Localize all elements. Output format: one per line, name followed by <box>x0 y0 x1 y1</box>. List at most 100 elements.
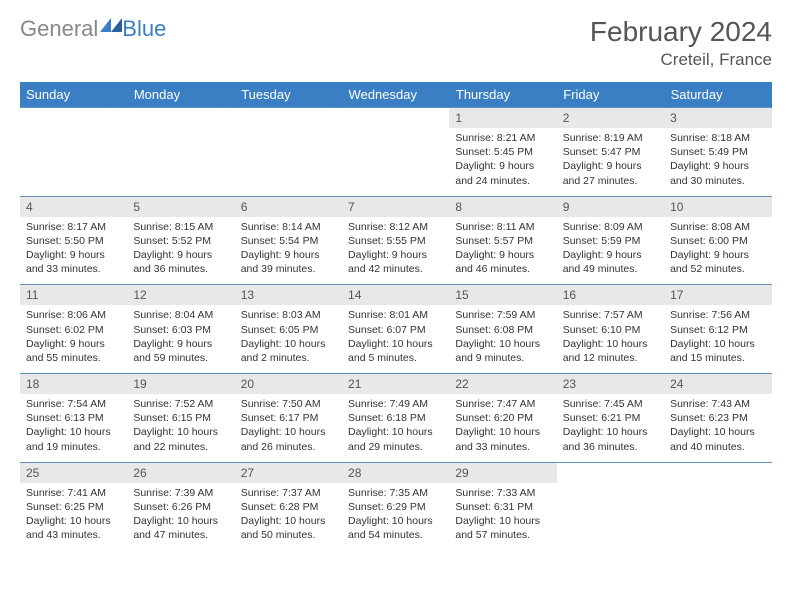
day-number: 26 <box>127 463 234 483</box>
sunset-line: Sunset: 6:15 PM <box>133 411 228 425</box>
daylight-line: Daylight: 9 hours and 49 minutes. <box>563 248 658 276</box>
sunrise-line: Sunrise: 7:33 AM <box>455 486 550 500</box>
day-details: Sunrise: 8:15 AMSunset: 5:52 PMDaylight:… <box>127 217 234 285</box>
sunrise-line: Sunrise: 7:43 AM <box>670 397 765 411</box>
day-details: Sunrise: 7:45 AMSunset: 6:21 PMDaylight:… <box>557 394 664 462</box>
day-details: Sunrise: 8:17 AMSunset: 5:50 PMDaylight:… <box>20 217 127 285</box>
sunrise-line: Sunrise: 8:17 AM <box>26 220 121 234</box>
daylight-line: Daylight: 10 hours and 15 minutes. <box>670 337 765 365</box>
day-number: 23 <box>557 374 664 394</box>
day-number: 4 <box>20 197 127 217</box>
sunset-line: Sunset: 5:52 PM <box>133 234 228 248</box>
calendar-day-cell: 15Sunrise: 7:59 AMSunset: 6:08 PMDayligh… <box>449 285 556 374</box>
sunset-line: Sunset: 6:31 PM <box>455 500 550 514</box>
calendar-day-cell: 1Sunrise: 8:21 AMSunset: 5:45 PMDaylight… <box>449 108 556 197</box>
sunset-line: Sunset: 5:54 PM <box>241 234 336 248</box>
sunset-line: Sunset: 6:18 PM <box>348 411 443 425</box>
daylight-line: Daylight: 9 hours and 36 minutes. <box>133 248 228 276</box>
weekday-header-row: SundayMondayTuesdayWednesdayThursdayFrid… <box>20 82 772 108</box>
calendar-day-cell: 6Sunrise: 8:14 AMSunset: 5:54 PMDaylight… <box>235 196 342 285</box>
day-number: 12 <box>127 285 234 305</box>
calendar-body: 1Sunrise: 8:21 AMSunset: 5:45 PMDaylight… <box>20 108 772 551</box>
calendar-day-cell: 9Sunrise: 8:09 AMSunset: 5:59 PMDaylight… <box>557 196 664 285</box>
sunrise-line: Sunrise: 7:37 AM <box>241 486 336 500</box>
day-number: 28 <box>342 463 449 483</box>
sunset-line: Sunset: 6:29 PM <box>348 500 443 514</box>
sunset-line: Sunset: 6:10 PM <box>563 323 658 337</box>
daylight-line: Daylight: 9 hours and 52 minutes. <box>670 248 765 276</box>
calendar-day-cell: 29Sunrise: 7:33 AMSunset: 6:31 PMDayligh… <box>449 462 556 550</box>
day-details: Sunrise: 7:39 AMSunset: 6:26 PMDaylight:… <box>127 483 234 551</box>
logo-text-general: General <box>20 16 98 42</box>
daylight-line: Daylight: 10 hours and 2 minutes. <box>241 337 336 365</box>
weekday-header: Monday <box>127 82 234 108</box>
calendar-day-cell: 18Sunrise: 7:54 AMSunset: 6:13 PMDayligh… <box>20 374 127 463</box>
day-details: Sunrise: 8:04 AMSunset: 6:03 PMDaylight:… <box>127 305 234 373</box>
calendar-empty-cell <box>342 108 449 197</box>
sunrise-line: Sunrise: 7:59 AM <box>455 308 550 322</box>
day-details: Sunrise: 8:12 AMSunset: 5:55 PMDaylight:… <box>342 217 449 285</box>
location: Creteil, France <box>590 50 772 70</box>
day-details: Sunrise: 8:08 AMSunset: 6:00 PMDaylight:… <box>664 217 771 285</box>
daylight-line: Daylight: 9 hours and 46 minutes. <box>455 248 550 276</box>
day-details: Sunrise: 7:43 AMSunset: 6:23 PMDaylight:… <box>664 394 771 462</box>
calendar-table: SundayMondayTuesdayWednesdayThursdayFrid… <box>20 82 772 550</box>
day-details: Sunrise: 8:06 AMSunset: 6:02 PMDaylight:… <box>20 305 127 373</box>
sunset-line: Sunset: 6:00 PM <box>670 234 765 248</box>
weekday-header: Tuesday <box>235 82 342 108</box>
sunset-line: Sunset: 6:12 PM <box>670 323 765 337</box>
calendar-day-cell: 19Sunrise: 7:52 AMSunset: 6:15 PMDayligh… <box>127 374 234 463</box>
sunrise-line: Sunrise: 8:14 AM <box>241 220 336 234</box>
day-number: 18 <box>20 374 127 394</box>
calendar-day-cell: 13Sunrise: 8:03 AMSunset: 6:05 PMDayligh… <box>235 285 342 374</box>
calendar-empty-cell <box>235 108 342 197</box>
day-details: Sunrise: 7:47 AMSunset: 6:20 PMDaylight:… <box>449 394 556 462</box>
daylight-line: Daylight: 10 hours and 26 minutes. <box>241 425 336 453</box>
sunset-line: Sunset: 6:07 PM <box>348 323 443 337</box>
sunset-line: Sunset: 6:26 PM <box>133 500 228 514</box>
calendar-week-row: 18Sunrise: 7:54 AMSunset: 6:13 PMDayligh… <box>20 374 772 463</box>
sunrise-line: Sunrise: 8:08 AM <box>670 220 765 234</box>
sunrise-line: Sunrise: 8:04 AM <box>133 308 228 322</box>
day-number: 24 <box>664 374 771 394</box>
day-details: Sunrise: 8:01 AMSunset: 6:07 PMDaylight:… <box>342 305 449 373</box>
sunset-line: Sunset: 6:25 PM <box>26 500 121 514</box>
day-details: Sunrise: 7:41 AMSunset: 6:25 PMDaylight:… <box>20 483 127 551</box>
daylight-line: Daylight: 9 hours and 27 minutes. <box>563 159 658 187</box>
sunrise-line: Sunrise: 7:54 AM <box>26 397 121 411</box>
calendar-week-row: 25Sunrise: 7:41 AMSunset: 6:25 PMDayligh… <box>20 462 772 550</box>
daylight-line: Daylight: 9 hours and 59 minutes. <box>133 337 228 365</box>
sunrise-line: Sunrise: 8:21 AM <box>455 131 550 145</box>
day-number: 1 <box>449 108 556 128</box>
calendar-day-cell: 3Sunrise: 8:18 AMSunset: 5:49 PMDaylight… <box>664 108 771 197</box>
day-details: Sunrise: 7:56 AMSunset: 6:12 PMDaylight:… <box>664 305 771 373</box>
day-number: 6 <box>235 197 342 217</box>
sunset-line: Sunset: 5:57 PM <box>455 234 550 248</box>
calendar-day-cell: 16Sunrise: 7:57 AMSunset: 6:10 PMDayligh… <box>557 285 664 374</box>
sunrise-line: Sunrise: 8:18 AM <box>670 131 765 145</box>
calendar-day-cell: 10Sunrise: 8:08 AMSunset: 6:00 PMDayligh… <box>664 196 771 285</box>
day-details: Sunrise: 8:11 AMSunset: 5:57 PMDaylight:… <box>449 217 556 285</box>
daylight-line: Daylight: 10 hours and 43 minutes. <box>26 514 121 542</box>
daylight-line: Daylight: 10 hours and 5 minutes. <box>348 337 443 365</box>
daylight-line: Daylight: 10 hours and 47 minutes. <box>133 514 228 542</box>
sunrise-line: Sunrise: 7:49 AM <box>348 397 443 411</box>
weekday-header: Thursday <box>449 82 556 108</box>
logo-icon <box>100 16 122 42</box>
sunrise-line: Sunrise: 8:03 AM <box>241 308 336 322</box>
sunset-line: Sunset: 6:21 PM <box>563 411 658 425</box>
sunset-line: Sunset: 6:28 PM <box>241 500 336 514</box>
calendar-day-cell: 4Sunrise: 8:17 AMSunset: 5:50 PMDaylight… <box>20 196 127 285</box>
daylight-line: Daylight: 9 hours and 42 minutes. <box>348 248 443 276</box>
sunrise-line: Sunrise: 7:41 AM <box>26 486 121 500</box>
daylight-line: Daylight: 10 hours and 29 minutes. <box>348 425 443 453</box>
day-details: Sunrise: 7:57 AMSunset: 6:10 PMDaylight:… <box>557 305 664 373</box>
day-details: Sunrise: 8:21 AMSunset: 5:45 PMDaylight:… <box>449 128 556 196</box>
sunrise-line: Sunrise: 8:11 AM <box>455 220 550 234</box>
calendar-day-cell: 20Sunrise: 7:50 AMSunset: 6:17 PMDayligh… <box>235 374 342 463</box>
header: General Blue February 2024 Creteil, Fran… <box>20 16 772 70</box>
sunset-line: Sunset: 6:03 PM <box>133 323 228 337</box>
sunrise-line: Sunrise: 7:56 AM <box>670 308 765 322</box>
day-number: 11 <box>20 285 127 305</box>
sunrise-line: Sunrise: 8:12 AM <box>348 220 443 234</box>
